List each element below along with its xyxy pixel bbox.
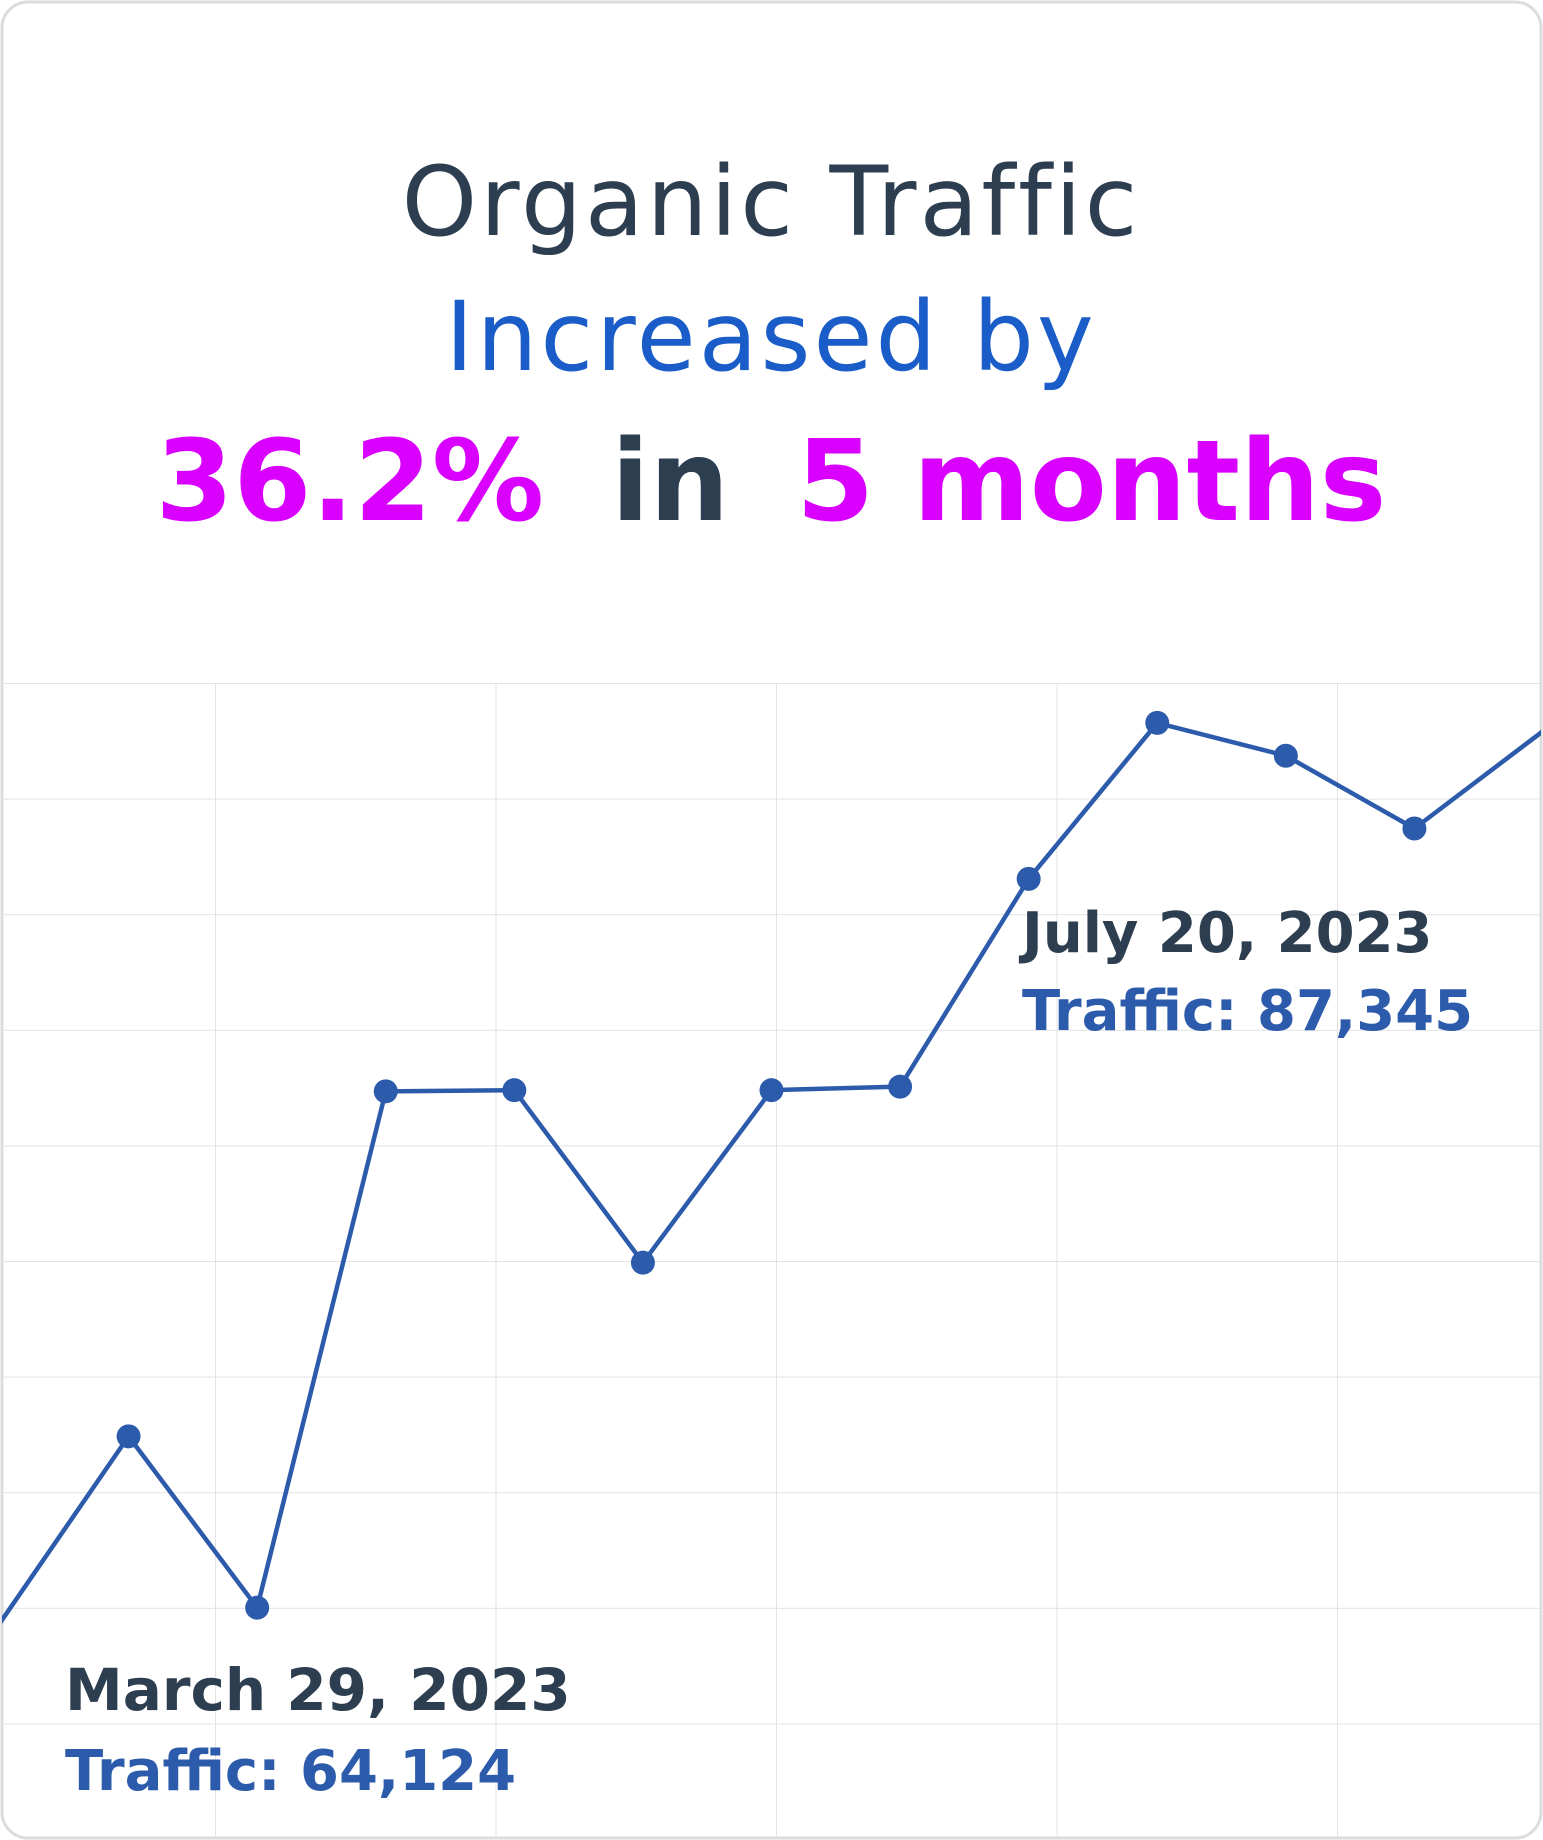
headline-part: 5 months bbox=[796, 417, 1386, 547]
chart-title: Organic Traffic bbox=[402, 146, 1141, 258]
point bbox=[888, 1074, 913, 1099]
point bbox=[1016, 866, 1041, 891]
point bbox=[1402, 816, 1427, 841]
grid bbox=[4, 683, 1539, 1836]
point bbox=[630, 1250, 655, 1275]
headline-part: in bbox=[611, 417, 729, 547]
headline: 36.2% in 5 months bbox=[156, 417, 1387, 547]
annotation-text: Traffic: 64,124 bbox=[65, 1739, 516, 1804]
headline-part: 36.2% bbox=[156, 417, 545, 547]
annotation-label: July 20, 2023 bbox=[1018, 901, 1432, 966]
point bbox=[373, 1079, 398, 1104]
point bbox=[759, 1078, 784, 1103]
point bbox=[245, 1595, 270, 1620]
point bbox=[1145, 710, 1170, 735]
annotation-text: Traffic: 87,345 bbox=[1022, 979, 1473, 1044]
annotation-label: March 29, 2023 bbox=[65, 1656, 571, 1724]
chart-subtitle: Increased by bbox=[445, 281, 1096, 393]
point bbox=[502, 1078, 527, 1103]
plot bbox=[2, 710, 1541, 1625]
point bbox=[116, 1424, 141, 1449]
point bbox=[1273, 743, 1298, 768]
